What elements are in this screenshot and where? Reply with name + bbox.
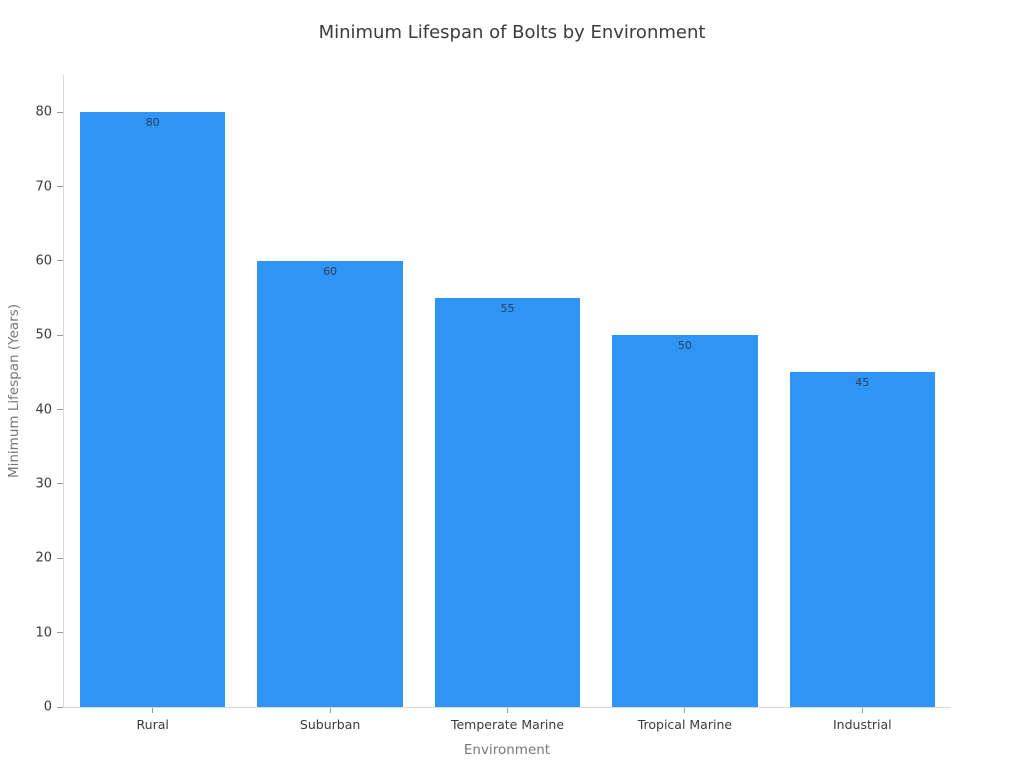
bar-value-label: 50 [677, 339, 692, 353]
plot-area: 0 10 20 30 40 50 60 70 80 80 Rural 60 Suburban 55 Temp… [35, 75, 951, 732]
y-axis-title: Minimum Lifespan (Years) [6, 303, 22, 479]
bar-value-label: 55 [500, 302, 515, 316]
x-tick-label: Industrial [832, 717, 892, 732]
y-tick-label: 60 [35, 253, 52, 269]
bar-value-label: 45 [855, 376, 870, 390]
y-tick-mark [57, 186, 63, 188]
y-tick-mark [57, 260, 63, 262]
y-tick-label: 50 [35, 327, 52, 343]
y-tick-label: 10 [35, 625, 52, 641]
x-tick-label: Suburban [299, 717, 361, 732]
y-tick-mark [57, 706, 63, 708]
x-tick-label: Temperate Marine [450, 717, 565, 732]
x-tick-label: Tropical Marine [637, 717, 733, 732]
x-tick-mark [861, 708, 863, 713]
bar-temperate-marine: 55 [434, 298, 581, 707]
bar-rural: 80 [79, 112, 226, 707]
bar-value-label: 80 [145, 116, 160, 130]
bar-tropical-marine: 50 [612, 335, 758, 707]
y-tick-mark [57, 632, 63, 634]
chart-title: Minimum Lifespan of Bolts by Environment [318, 22, 706, 43]
y-tick-mark [57, 483, 63, 485]
y-tick-label: 70 [35, 179, 52, 195]
x-axis-title: Environment [463, 742, 551, 758]
y-tick-mark [57, 111, 63, 113]
y-tick-label: 0 [43, 699, 52, 715]
x-tick-mark [152, 708, 154, 713]
bar-industrial: 45 [789, 372, 936, 707]
y-tick-mark [57, 334, 63, 336]
x-tick-mark [507, 708, 508, 713]
bar-value-label: 60 [323, 264, 338, 278]
y-tick-label: 40 [35, 402, 52, 418]
y-tick-label: 30 [35, 476, 52, 492]
bar-suburban: 60 [257, 260, 403, 707]
y-tick-mark [57, 557, 63, 559]
y-tick-mark [57, 409, 63, 411]
y-tick-label: 80 [35, 104, 52, 120]
y-tick-label: 20 [35, 550, 52, 566]
x-tick-mark [684, 708, 686, 713]
x-tick-mark [329, 708, 331, 713]
x-tick-label: Rural [136, 717, 169, 732]
